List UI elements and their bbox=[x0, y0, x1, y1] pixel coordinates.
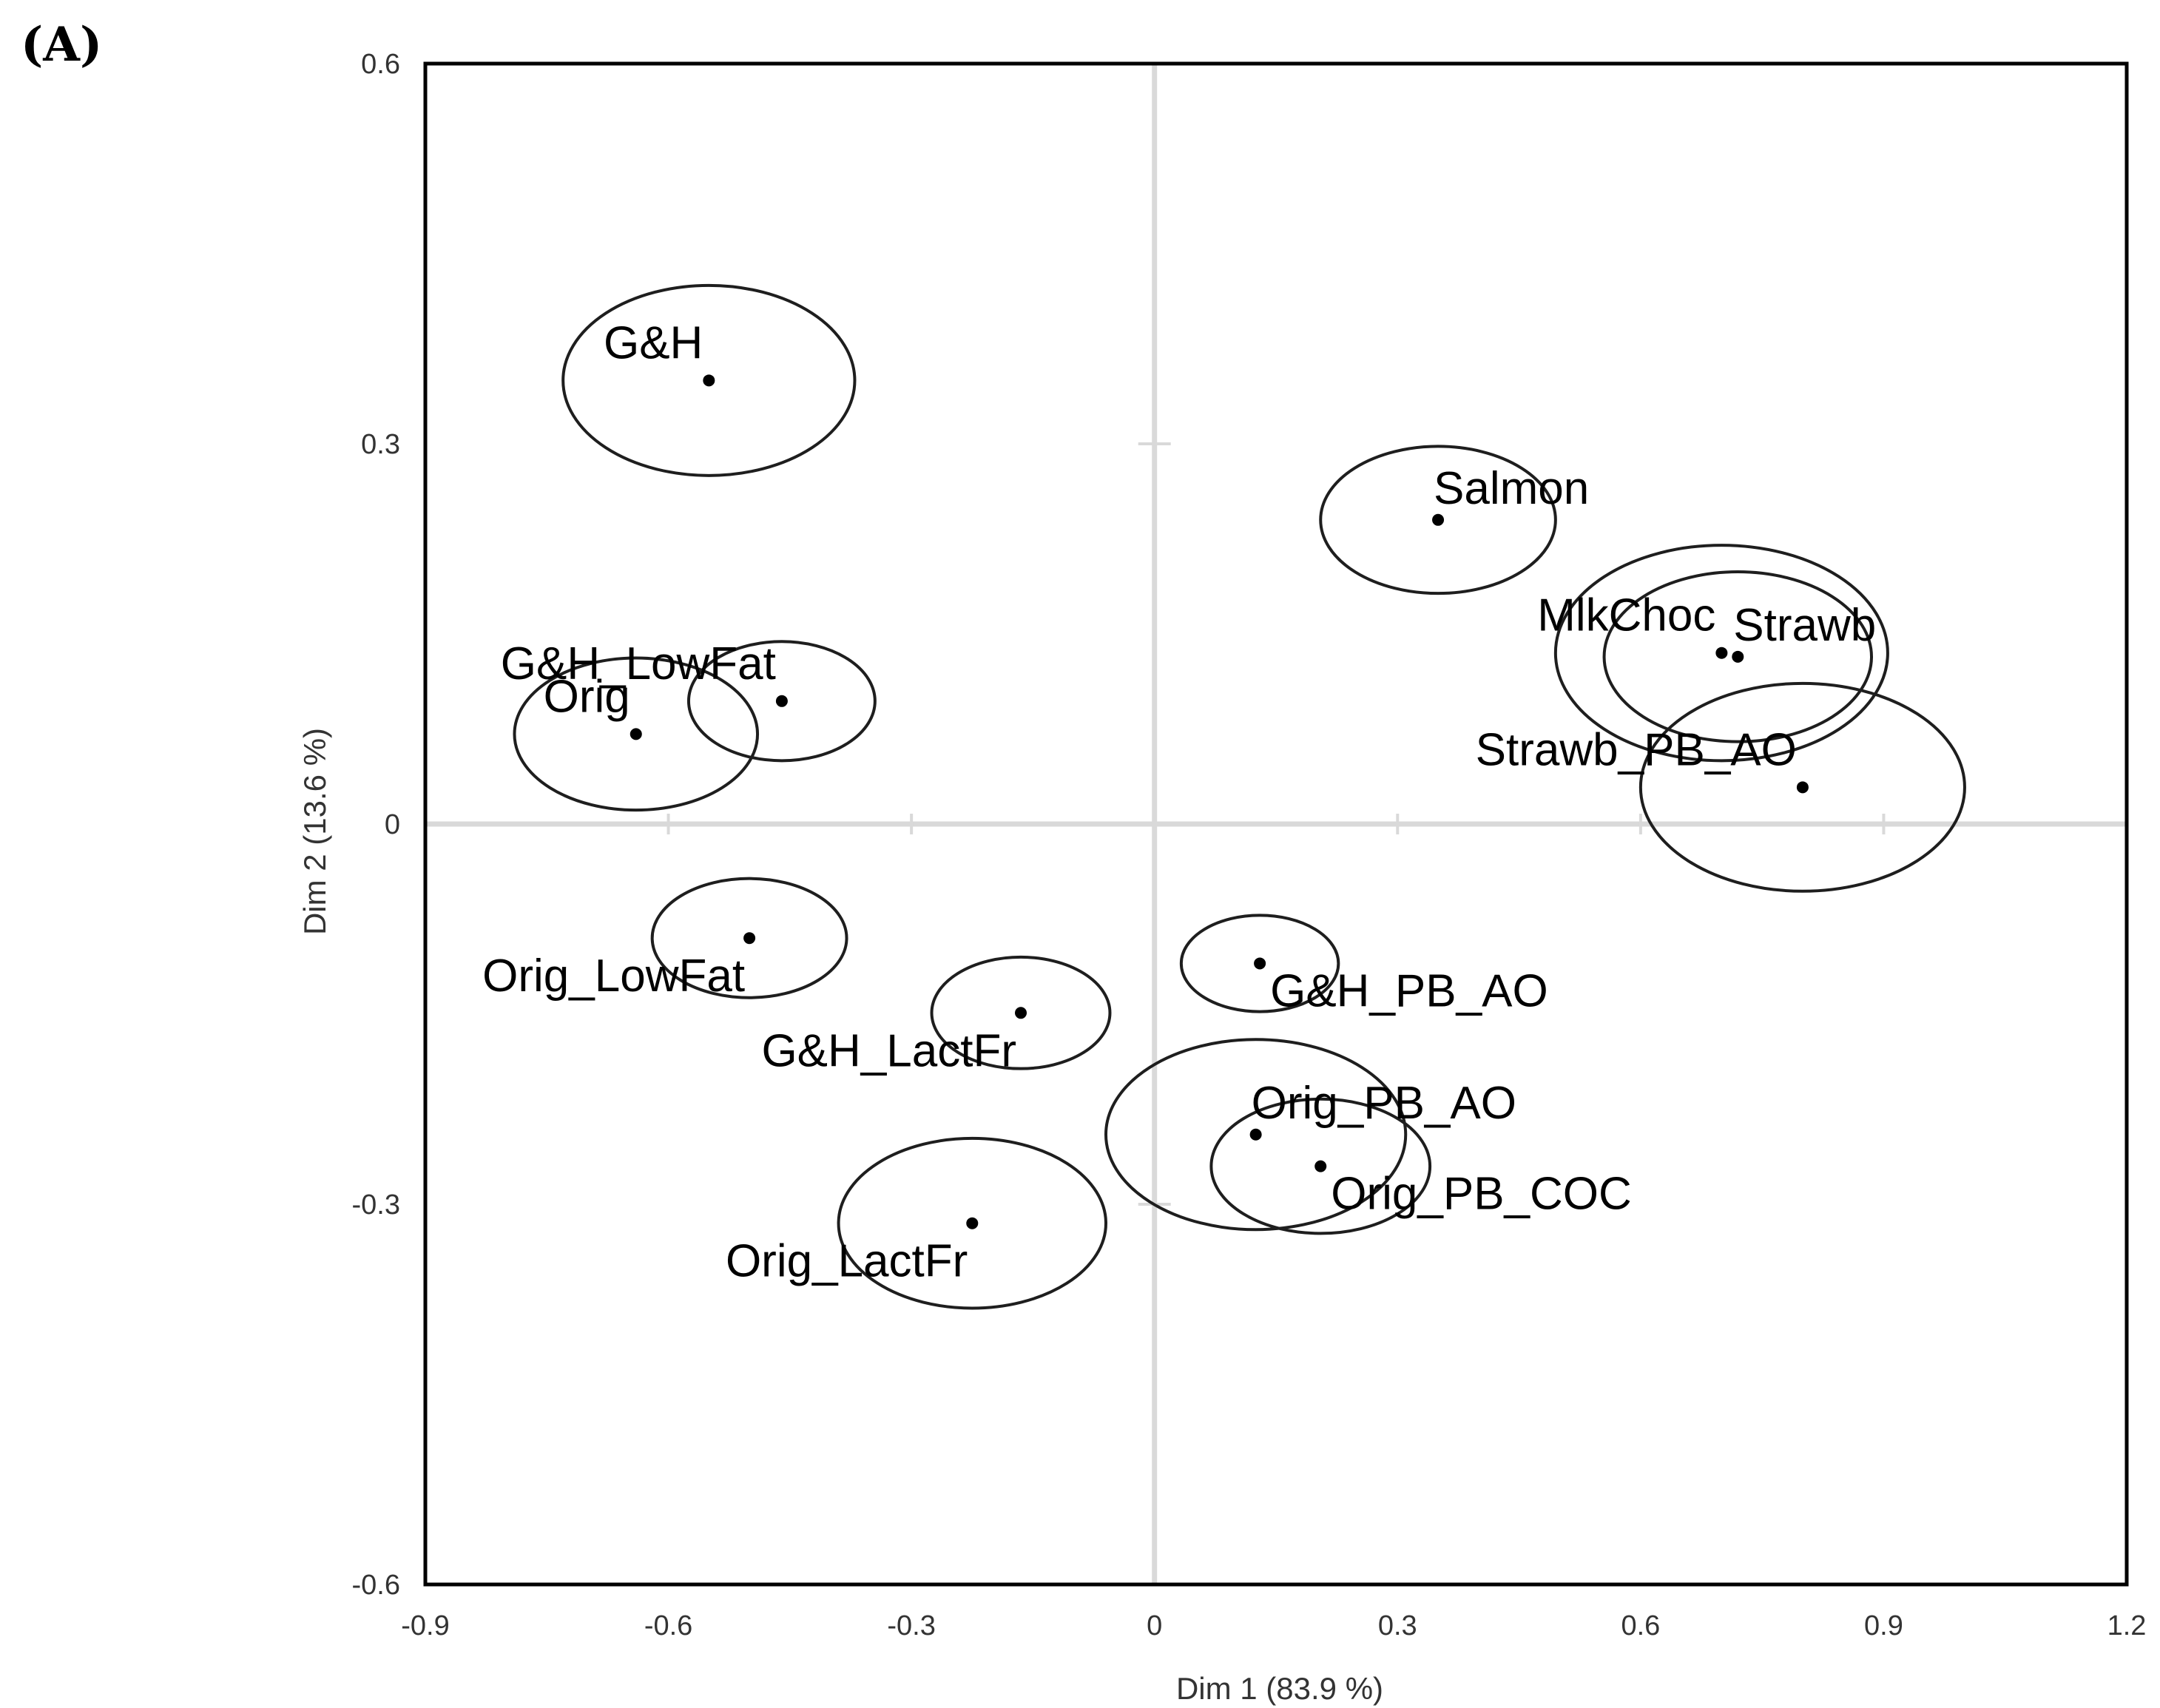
confidence-ellipse bbox=[837, 1136, 1108, 1310]
data-point bbox=[1249, 1128, 1262, 1141]
point-label: G&H bbox=[604, 317, 703, 368]
confidence-ellipse bbox=[1179, 914, 1340, 1013]
confidence-ellipse bbox=[930, 955, 1112, 1070]
x-tick-label: 0 bbox=[1147, 1610, 1162, 1641]
data-point bbox=[703, 374, 715, 387]
y-tick-label: -0.3 bbox=[352, 1189, 400, 1221]
point-label: Orig_PB_COC bbox=[1331, 1169, 1632, 1220]
plot-frame bbox=[423, 61, 2129, 1587]
confidence-ellipse bbox=[686, 640, 877, 763]
data-point bbox=[1732, 650, 1744, 663]
x-tick-label: 0.9 bbox=[1864, 1610, 1903, 1641]
x-tick-label: -0.6 bbox=[644, 1610, 692, 1641]
y-tick-labels: -0.6 -0.3 0 0.3 0.6 bbox=[352, 49, 400, 1601]
x-tick-label: -0.9 bbox=[401, 1610, 449, 1641]
y-tick-label: 0.3 bbox=[361, 429, 400, 460]
x-tick-label: -0.3 bbox=[887, 1610, 935, 1641]
confidence-ellipse bbox=[1638, 681, 1966, 893]
point-label: Salmon bbox=[1434, 463, 1589, 514]
data-point bbox=[1715, 647, 1728, 659]
data-points bbox=[630, 374, 1809, 1229]
data-point bbox=[630, 728, 642, 740]
point-label: G&H_LowFat bbox=[501, 638, 776, 689]
data-point bbox=[775, 695, 788, 707]
point-label: Orig_LactFr bbox=[726, 1236, 968, 1287]
confidence-ellipses bbox=[513, 283, 1966, 1310]
x-tick-label: 1.2 bbox=[2107, 1610, 2147, 1641]
point-label: Strawb bbox=[1733, 600, 1876, 651]
confidence-ellipse bbox=[513, 656, 760, 812]
point-label: Orig_LowFat bbox=[482, 951, 745, 1002]
point-label: G&H_LactFr bbox=[761, 1025, 1016, 1076]
x-tick-labels: -0.9 -0.6 -0.3 0 0.3 0.6 0.9 1.2 bbox=[401, 1610, 2146, 1641]
point-label: MlkChoc bbox=[1537, 590, 1715, 641]
data-point bbox=[743, 932, 756, 945]
confidence-ellipse bbox=[1602, 570, 1873, 743]
point-label: Strawb_PB_AO bbox=[1476, 724, 1797, 775]
y-tick-label: -0.6 bbox=[352, 1570, 400, 1601]
data-point bbox=[966, 1217, 979, 1229]
tick-marks bbox=[666, 442, 1886, 1206]
data-point bbox=[1796, 781, 1809, 794]
data-point bbox=[1314, 1160, 1327, 1172]
confidence-ellipse bbox=[650, 877, 848, 999]
point-label: Orig_PB_AO bbox=[1252, 1078, 1516, 1129]
confidence-ellipse bbox=[561, 283, 857, 477]
data-point bbox=[1432, 513, 1445, 526]
y-tick-label: 0.6 bbox=[361, 49, 400, 80]
point-label: G&H_PB_AO bbox=[1270, 965, 1548, 1016]
y-tick-label: 0 bbox=[385, 809, 400, 840]
confidence-ellipse bbox=[1319, 445, 1557, 595]
confidence-ellipse bbox=[1553, 544, 1889, 763]
panel-label: (A) bbox=[21, 17, 102, 72]
data-point bbox=[1254, 957, 1266, 970]
x-axis-title: Dim 1 (83.9 %) bbox=[1176, 1671, 1383, 1706]
x-tick-label: 0.6 bbox=[1621, 1610, 1660, 1641]
point-label: Orig bbox=[544, 671, 630, 722]
y-axis-title: Dim 2 (13.6 %) bbox=[297, 728, 332, 935]
confidence-ellipse bbox=[1104, 1038, 1408, 1232]
confidence-ellipse bbox=[1209, 1097, 1432, 1235]
x-tick-label: 0.3 bbox=[1378, 1610, 1417, 1641]
zero-lines bbox=[425, 64, 2127, 1584]
data-point bbox=[1015, 1007, 1027, 1019]
